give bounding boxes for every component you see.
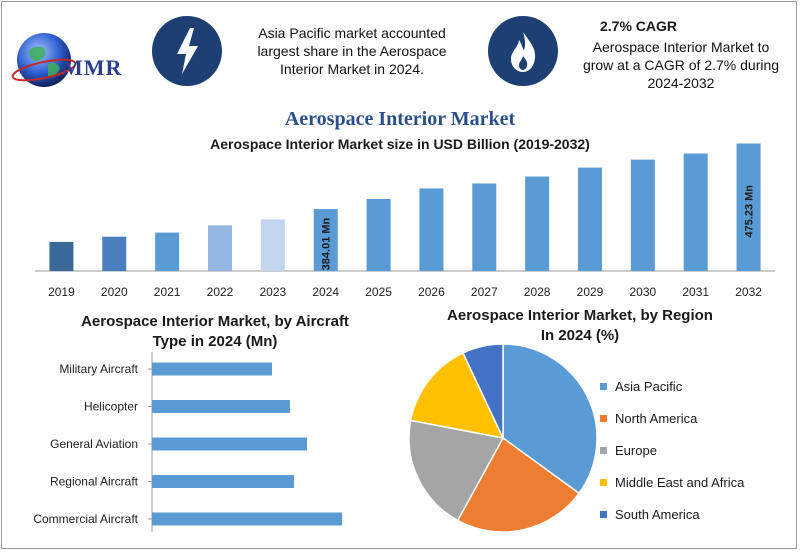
legend-label: North America xyxy=(615,410,698,426)
cagr-text: Aerospace Interior Market to grow at a C… xyxy=(570,38,792,92)
logo-text: MMR xyxy=(62,55,123,80)
aircraft-chart-title: Aerospace Interior Market, by Aircraft T… xyxy=(40,312,390,352)
x-tick-label: 2020 xyxy=(101,285,128,299)
main-title: Aerospace Interior Market xyxy=(284,108,516,130)
aircraft-title-line: Type in 2024 (Mn) xyxy=(152,333,278,350)
legend-swatch xyxy=(600,446,607,454)
flame-icon xyxy=(511,32,536,72)
legend-item: North America xyxy=(600,402,744,434)
region-legend: Asia Pacific North America Europe Middle Ea… xyxy=(600,370,744,530)
pie-slice-south-america xyxy=(461,343,504,439)
legend-label: Asia Pacific xyxy=(615,378,683,394)
bar-2024 xyxy=(313,209,338,271)
highlight-line: largest share in the Aerospace xyxy=(257,43,447,59)
bar-2021 xyxy=(155,232,180,271)
bar-data-label: 475.23 Mn xyxy=(744,185,756,238)
highlight-text: Asia Pacific market accounted largest sh… xyxy=(232,24,472,78)
y-tick-label: Regional Aircraft xyxy=(50,475,139,489)
x-tick-label: 2031 xyxy=(682,285,709,299)
highlight-line: Asia Pacific market accounted xyxy=(258,25,446,41)
x-tick-label: 2022 xyxy=(207,285,234,299)
x-tick-label: 2029 xyxy=(577,285,604,299)
bar-2026 xyxy=(419,188,444,271)
hbar-general-aviation xyxy=(152,437,307,451)
x-tick-label: 2026 xyxy=(418,285,445,299)
cagr-title: 2.7% CAGR xyxy=(600,18,678,34)
legend-swatch xyxy=(600,478,607,486)
legend-swatch xyxy=(600,414,607,422)
bar-2032 xyxy=(736,143,761,271)
bar-2029 xyxy=(578,167,602,271)
x-tick-label: 2032 xyxy=(735,285,762,299)
legend-item: Middle East and Africa xyxy=(600,466,744,498)
pie-slice-middle-east-and-africa xyxy=(409,351,505,440)
bar-2019 xyxy=(49,241,74,271)
legend-label: Europe xyxy=(615,442,657,458)
x-tick-label: 2023 xyxy=(260,285,287,299)
bar-2023 xyxy=(260,219,285,271)
cagr-line: Aerospace Interior Market to xyxy=(592,39,770,55)
x-tick-label: 2021 xyxy=(154,285,181,299)
hbar-helicopter xyxy=(152,400,290,413)
y-tick-label: Helicopter xyxy=(84,400,138,414)
x-tick-label: 2030 xyxy=(630,285,657,299)
bar-2031 xyxy=(683,153,708,271)
pie-slice-europe xyxy=(408,419,505,522)
y-tick-label: General Aviation xyxy=(50,437,138,451)
lightning-icon xyxy=(177,28,198,74)
legend-label: Middle East and Africa xyxy=(615,474,745,490)
bar-2022 xyxy=(208,225,232,271)
highlight-line: Interior Market in 2024. xyxy=(280,61,424,77)
x-tick-label: 2027 xyxy=(471,285,498,299)
bar-2020 xyxy=(102,236,127,271)
bar-2028 xyxy=(525,176,550,271)
y-tick-label: Military Aircraft xyxy=(59,362,138,376)
hbar-regional-aircraft xyxy=(152,475,294,488)
market-size-chart-title: Aerospace Interior Market size in USD Bi… xyxy=(210,136,590,152)
aircraft-title-line: Aerospace Interior Market, by Aircraft xyxy=(81,313,349,330)
legend-item: Asia Pacific xyxy=(600,370,744,402)
x-tick-label: 2028 xyxy=(524,285,551,299)
bar-2030 xyxy=(630,159,655,271)
pie-slice-asia-pacific xyxy=(502,343,598,495)
market-size-bar-chart: 2019 2020 2021 2022 2023 2024 384.01 Mn 2025 202… xyxy=(35,143,775,299)
hbar-military-aircraft xyxy=(152,362,272,376)
bar-data-label: 384.01 Mn xyxy=(321,217,333,270)
cagr-line: grow at a CAGR of 2.7% during xyxy=(582,57,780,73)
legend-label: South America xyxy=(615,506,700,522)
globe-icon xyxy=(11,33,77,87)
y-tick-label: Commercial Aircraft xyxy=(33,512,138,526)
legend-swatch xyxy=(600,382,607,390)
region-title-line: Aerospace Interior Market, by Region xyxy=(447,307,713,324)
legend-item: Europe xyxy=(600,434,744,466)
hbar-commercial-aircraft xyxy=(152,512,342,526)
x-tick-label: 2024 xyxy=(312,285,339,299)
legend-item: South America xyxy=(600,498,744,530)
cagr-line: 2024-2032 xyxy=(647,75,715,91)
x-tick-label: 2025 xyxy=(365,285,392,299)
bar-2025 xyxy=(366,198,391,271)
legend-swatch xyxy=(600,510,607,518)
region-chart-title: Aerospace Interior Market, by Region In … xyxy=(420,306,740,346)
pie-slice-north-america xyxy=(456,436,581,533)
bar-2027 xyxy=(472,183,497,271)
region-title-line: In 2024 (%) xyxy=(540,327,620,344)
x-tick-label: 2019 xyxy=(48,285,75,299)
